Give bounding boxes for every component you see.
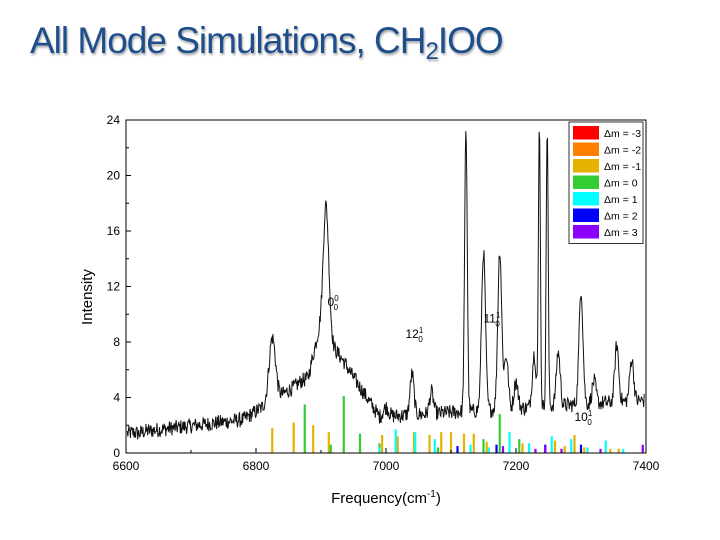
y-tick-label: 12	[107, 280, 121, 294]
annotation-sup: 1	[496, 311, 501, 320]
legend-swatch	[573, 126, 599, 140]
x-axis-label-sup: -1	[427, 489, 436, 500]
legend-swatch	[573, 225, 599, 239]
y-tick-label: 4	[113, 391, 120, 405]
title-tail: IOO	[437, 20, 504, 61]
peak-annotation: 111 0	[484, 311, 501, 329]
peak-annotation: 121 0	[406, 326, 424, 344]
y-tick-label: 20	[107, 169, 121, 183]
x-axis-label-main: Frequency(cm	[331, 490, 427, 507]
x-tick-label: 7200	[503, 459, 530, 473]
annotation-sub: 0	[334, 303, 339, 312]
x-tick-label: 7400	[633, 459, 660, 473]
annotation-sup: 0	[334, 294, 339, 303]
title-main: All Mode Simulations, CH	[30, 20, 426, 61]
experimental-spectrum-layer	[126, 131, 645, 440]
peak-annotation: 00 0	[328, 294, 340, 312]
y-tick-label: 8	[113, 335, 120, 349]
experimental-trace	[126, 131, 645, 440]
title-subscript: 2	[425, 38, 438, 65]
x-tick-label: 6800	[243, 459, 270, 473]
x-axis-label: Frequency(cm-1)	[331, 489, 441, 507]
annotation-sub: 0	[495, 320, 500, 329]
annotation-main: 12	[406, 327, 420, 341]
annotation-main: 0	[328, 295, 335, 309]
peak-annotation: 101 0	[575, 409, 593, 427]
annotation-main: 11	[484, 312, 497, 326]
legend-label: Δm = -1	[604, 161, 641, 173]
legend-label: Δm = 2	[604, 211, 638, 223]
legend-swatch	[573, 159, 599, 173]
legend-label: Δm = -2	[604, 145, 641, 157]
x-axis-label-end: )	[436, 490, 441, 507]
legend-label: Δm = 3	[604, 227, 638, 239]
legend-swatch	[573, 142, 599, 156]
legend-swatch	[573, 208, 599, 222]
annotation-main: 10	[575, 410, 589, 424]
legend-label: Δm = -3	[604, 128, 641, 140]
chart-legend: Δm = -3 Δm = -2 Δm = -1 Δm = 0 Δm = 1 Δm = 2 Δ…	[568, 121, 644, 244]
x-tick-label: 6600	[113, 459, 140, 473]
legend-label: Δm = 1	[604, 194, 638, 206]
y-tick-label: 24	[107, 113, 121, 127]
chart-axes: 6600 6800 7000 7200 7400 0 4 8 12 16 20 24	[107, 113, 660, 473]
slide-title: All Mode Simulations, CH2IOO	[30, 20, 504, 66]
legend-label: Δm = 0	[604, 178, 638, 190]
chart-marks	[271, 396, 644, 453]
legend-swatch	[573, 192, 599, 206]
legend-swatch	[573, 175, 599, 189]
annotation-sup: 1	[419, 326, 424, 335]
x-tick-label: 7000	[373, 459, 400, 473]
annotation-sup: 1	[588, 409, 593, 418]
y-axis-label: Intensity	[79, 269, 96, 325]
y-tick-label: 0	[113, 446, 120, 460]
annotation-sub: 0	[587, 418, 592, 427]
annotation-sub: 0	[418, 335, 423, 344]
y-tick-label: 16	[107, 224, 121, 238]
